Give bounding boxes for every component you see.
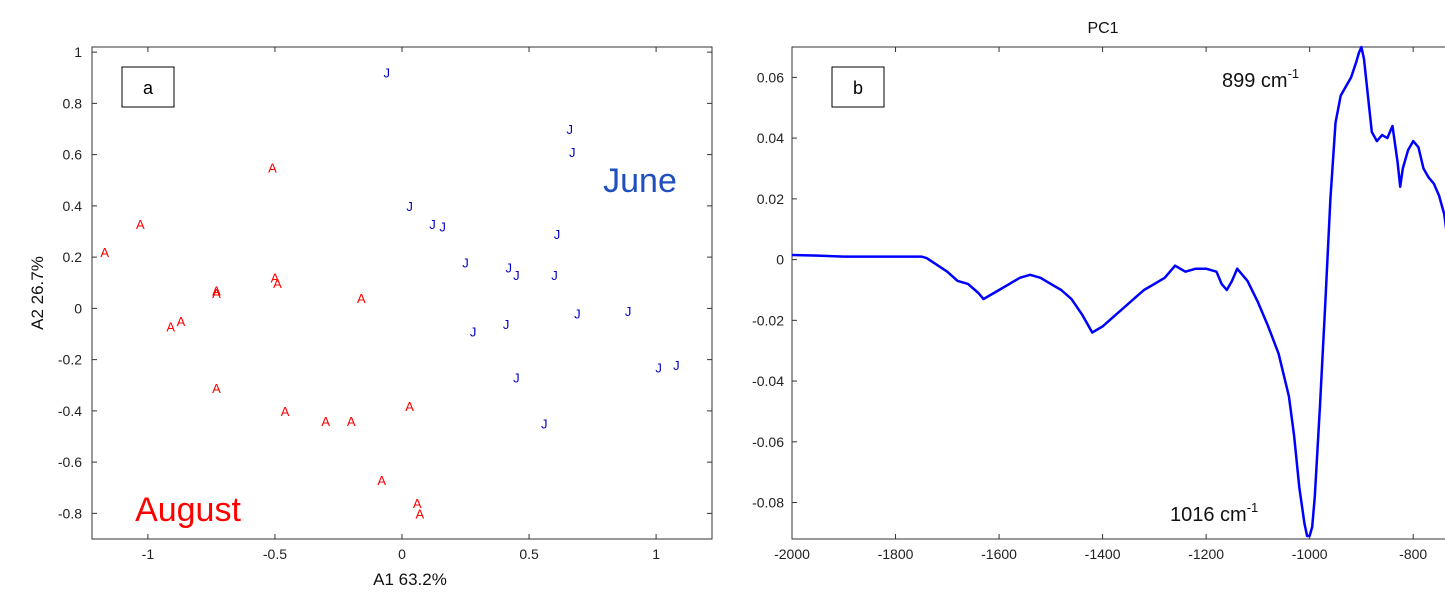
x-tick-label-b: -1600 (981, 546, 1017, 562)
y-tick-label-a: 0 (74, 300, 82, 316)
scatter-point-june: J (462, 255, 469, 270)
scatter-point-august: A (357, 291, 366, 306)
scatter-point-august: A (100, 245, 109, 260)
panel-b-label-box (831, 66, 885, 108)
scatter-point-june: J (566, 122, 573, 137)
x-tick-label-b: -1000 (1292, 546, 1328, 562)
y-tick-label-a: 0.2 (63, 249, 83, 265)
x-tick-label-a: -1 (142, 546, 155, 562)
panel-b-label: b (853, 78, 863, 98)
x-tick-label-a: -0.5 (263, 546, 287, 562)
x-tick-label-a: 0.5 (519, 546, 539, 562)
august-annotation: August (135, 491, 241, 529)
y-tick-label-b: 0.04 (757, 130, 784, 146)
plot-b-frame (791, 46, 1445, 540)
pc1-line (791, 45, 1445, 538)
scatter-point-august: A (212, 381, 221, 396)
y-tick-label-b: -0.04 (752, 373, 784, 389)
scatter-point-august: A (377, 473, 386, 488)
scatter-point-august: A (273, 276, 282, 291)
scatter-point-august: A (413, 496, 422, 511)
y-tick-label-a: -0.6 (58, 454, 82, 470)
scatter-point-august: A (136, 217, 145, 232)
x-axis-label-a: A1 63.2% (373, 570, 447, 589)
scatter-point-august: A (281, 404, 290, 419)
scatter-point-june: J (541, 417, 548, 432)
y-tick-label-a: 0.8 (63, 95, 83, 111)
panel-a-label-box (121, 66, 175, 108)
scatter-point-august: A (415, 506, 424, 521)
scatter-point-august: A (347, 414, 356, 429)
y-tick-label-b: -0.06 (752, 434, 784, 450)
y-tick-label-a: -0.2 (58, 352, 82, 368)
scatter-point-june: J (429, 217, 436, 232)
x-tick-label-b: -1200 (1188, 546, 1224, 562)
peak-1016-annotation: 1016 cm-1 (1170, 500, 1258, 526)
y-tick-label-a: -0.4 (58, 403, 82, 419)
scatter-point-june: J (513, 268, 520, 283)
scatter-point-june: J (513, 371, 520, 386)
scatter-point-august: A (166, 319, 175, 334)
scatter-point-june: J (673, 358, 680, 373)
line-plot-panel: PC1 -2000 -1800 -1600 -1400 -1200 -1000 -800 0.… (752, 20, 1445, 562)
x-tick-label-a: 0 (398, 546, 406, 562)
y-tick-label-b: 0.06 (757, 69, 784, 85)
scatter-point-august: A (212, 283, 221, 298)
peak-899-annotation: 899 cm-1 (1222, 66, 1299, 92)
y-tick-label-b: 0.02 (757, 191, 784, 207)
y-tick-label-b: -0.08 (752, 495, 784, 511)
scatter-point-june: J (503, 317, 510, 332)
scatter-point-june: J (551, 268, 558, 283)
scatter-point-june: J (554, 227, 561, 242)
panel-a-label: a (143, 78, 154, 98)
y-tick-label-a: -0.8 (58, 505, 82, 521)
scatter-point-june: J (439, 219, 446, 234)
x-tick-label-a: 1 (652, 546, 660, 562)
y-tick-label-b: 0 (776, 252, 784, 268)
june-annotation: June (603, 162, 677, 200)
scatter-point-august: A (321, 414, 330, 429)
scatter-point-august: A (212, 286, 221, 301)
x-tick-label-b: -800 (1399, 546, 1427, 562)
scatter-point-june: J (625, 304, 632, 319)
plot-a-frame (91, 46, 713, 540)
plot-b-axis-ticks: -2000 -1800 -1600 -1400 -1200 -1000 -800 0.06 0.… (752, 47, 1427, 562)
scatter-point-august: A (177, 314, 186, 329)
plot-a-axis-ticks: -1 -0.5 0 0.5 1 -0.8 -0.6 -0.4 -0.2 0 0.2 0.4 0.6 0.8… (58, 44, 712, 562)
x-tick-label-b: -1400 (1085, 546, 1121, 562)
scatter-point-june: J (655, 360, 662, 375)
scatter-point-june: J (470, 324, 477, 339)
y-tick-label-b: -0.02 (752, 312, 784, 328)
y-axis-label-a: A2 26.7% (28, 256, 47, 330)
scatter-point-august: A (405, 399, 414, 414)
scatter-point-june: J (574, 307, 581, 322)
y-tick-label-a: 0.4 (63, 198, 83, 214)
scatter-point-june: J (406, 199, 413, 214)
y-tick-label-a: 0.6 (63, 147, 83, 163)
y-tick-label-a: 1 (74, 44, 82, 60)
x-tick-label-b: -1800 (878, 546, 914, 562)
scatter-point-june: J (505, 260, 512, 275)
scatter-point-june: J (569, 145, 576, 160)
scatter-point-august: A (271, 271, 280, 286)
x-tick-label-b: -2000 (774, 546, 810, 562)
scatter-point-june: J (384, 66, 391, 81)
scatter-plot-panel: -1 -0.5 0 0.5 1 -0.8 -0.6 -0.4 -0.2 0 0.2 0.4 0.6 0.8… (28, 44, 713, 589)
scatter-point-august: A (268, 160, 277, 175)
plot-b-title: PC1 (1087, 20, 1118, 37)
